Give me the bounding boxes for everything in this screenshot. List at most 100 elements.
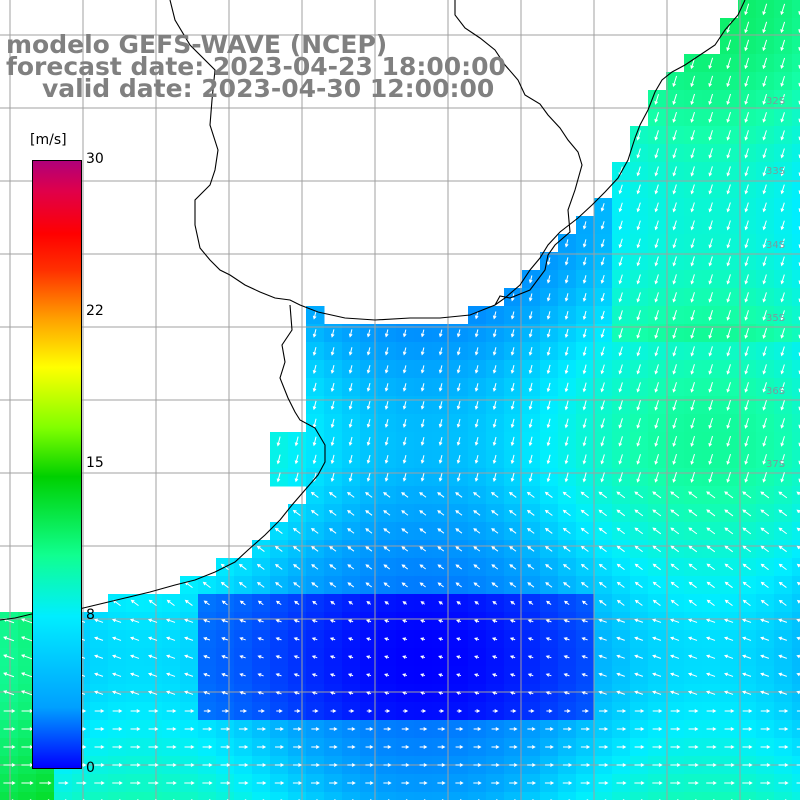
wind-arrow [670, 763, 681, 767]
wind-arrow [618, 364, 623, 375]
wind-arrow [706, 654, 716, 659]
wind-arrow [166, 636, 176, 641]
wind-arrow [598, 745, 609, 749]
wind-arrow [762, 400, 767, 411]
wind-arrow [545, 727, 554, 731]
wind-arrow [726, 57, 732, 70]
wind-arrow [311, 673, 318, 677]
wind-arrow [474, 655, 480, 659]
wind-arrow [726, 166, 731, 177]
wind-arrow [634, 672, 644, 677]
wind-speed-cell [702, 792, 721, 800]
wind-speed-cell [792, 252, 800, 271]
wind-arrow [581, 655, 588, 659]
wind-arrow [474, 673, 480, 677]
wind-arrow [402, 601, 408, 605]
wind-arrow [780, 166, 785, 177]
wind-arrow [274, 781, 285, 785]
wind-arrow [383, 510, 391, 516]
wind-arrow [275, 745, 285, 749]
wind-arrow [780, 238, 785, 249]
wind-arrow [274, 527, 283, 534]
wind-arrow [598, 581, 607, 588]
wind-arrow [582, 221, 587, 230]
wind-arrow [760, 654, 770, 659]
wind-arrow [563, 691, 570, 695]
wind-arrow [672, 382, 677, 393]
wind-arrow [546, 600, 552, 605]
wind-arrow [437, 564, 445, 570]
wind-arrow [420, 637, 426, 641]
wind-arrow [634, 491, 644, 499]
wind-speed-cell [684, 792, 703, 800]
wind-arrow [437, 763, 446, 767]
wind-arrow [616, 618, 625, 623]
wind-arrow [762, 310, 767, 321]
wind-arrow [598, 727, 609, 731]
wind-arrow [762, 57, 768, 70]
wind-arrow [492, 709, 499, 713]
colorbar-unit: [m/s] [30, 132, 67, 148]
wind-arrow [474, 311, 479, 320]
wind-arrow [347, 691, 354, 695]
wind-arrow [528, 600, 534, 605]
wind-arrow [708, 57, 714, 70]
wind-arrow [762, 130, 767, 141]
wind-arrow [618, 418, 623, 429]
wind-arrow [329, 691, 336, 695]
wind-arrow [492, 436, 497, 447]
wind-arrow [636, 328, 641, 339]
wind-arrow [616, 763, 627, 767]
wind-arrow [257, 691, 264, 695]
wind-arrow [491, 528, 499, 534]
wind-arrow [796, 636, 800, 641]
wind-arrow [598, 545, 607, 553]
wind-arrow [724, 763, 735, 767]
wind-arrow [437, 546, 445, 552]
wind-arrow [257, 637, 264, 641]
wind-speed-cell [144, 792, 163, 800]
wind-arrow [456, 691, 462, 695]
wind-arrow [166, 727, 177, 731]
wind-arrow [474, 473, 479, 482]
wind-arrow [130, 781, 141, 785]
wind-speed-cell [180, 792, 199, 800]
wind-arrow [744, 292, 749, 303]
wind-speed-cell [792, 648, 800, 667]
wind-arrow [402, 455, 407, 464]
latitude-label: 34S [766, 240, 786, 251]
wind-arrow [672, 310, 677, 321]
wind-arrow [690, 111, 695, 123]
wind-arrow [491, 564, 499, 570]
wind-speed-cell [792, 558, 800, 577]
latitude-label: 37S [766, 459, 786, 470]
wind-speed-cell [468, 792, 487, 800]
wind-arrow [492, 400, 497, 410]
wind-arrow [401, 528, 409, 534]
latitude-label: 33S [766, 166, 786, 177]
wind-arrow [545, 582, 553, 588]
wind-arrow [509, 691, 516, 695]
wind-arrow [455, 781, 464, 785]
wind-arrow [618, 400, 623, 411]
wind-speed-cell [792, 324, 800, 343]
wind-arrow [688, 581, 697, 589]
wind-arrow [672, 364, 677, 375]
wind-arrow [420, 383, 425, 392]
wind-arrow [598, 781, 609, 785]
wind-arrow [545, 619, 552, 623]
wind-arrow [184, 672, 194, 677]
wind-arrow [455, 763, 464, 767]
wind-arrow [312, 709, 319, 713]
wind-arrow [456, 347, 461, 356]
wind-arrow [760, 618, 770, 623]
wind-arrow [293, 691, 300, 695]
wind-arrow [724, 545, 734, 553]
wind-arrow [654, 148, 659, 159]
wind-speed-cell [648, 792, 667, 800]
wind-arrow [706, 581, 715, 589]
wind-arrow [293, 655, 300, 659]
wind-arrow [58, 781, 69, 785]
wind-arrow [365, 528, 373, 534]
wind-arrow [456, 401, 461, 410]
